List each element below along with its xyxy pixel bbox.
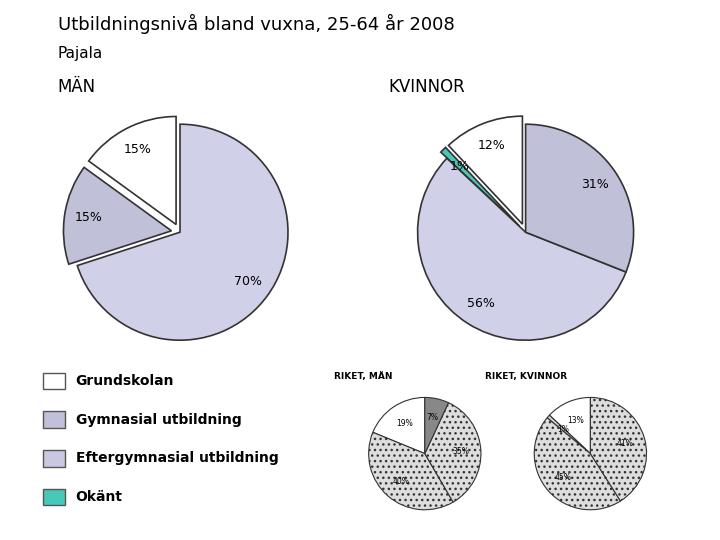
Text: 7%: 7% — [427, 414, 438, 422]
Wedge shape — [549, 397, 590, 454]
Wedge shape — [63, 167, 171, 264]
Wedge shape — [534, 418, 621, 510]
Text: 70%: 70% — [234, 275, 262, 288]
Text: 1%: 1% — [557, 425, 569, 434]
Text: Okänt: Okänt — [76, 490, 122, 504]
Text: Pajala: Pajala — [58, 46, 103, 61]
Text: 15%: 15% — [124, 143, 152, 156]
Text: 19%: 19% — [396, 419, 413, 428]
Wedge shape — [425, 403, 481, 502]
Wedge shape — [89, 117, 176, 225]
Wedge shape — [425, 397, 449, 454]
Text: 1%: 1% — [450, 160, 470, 173]
Wedge shape — [547, 415, 590, 454]
Wedge shape — [449, 116, 523, 224]
Text: 15%: 15% — [74, 211, 102, 224]
Text: RIKET, MÄN: RIKET, MÄN — [333, 372, 392, 381]
Text: 40%: 40% — [392, 477, 409, 485]
Wedge shape — [369, 433, 453, 510]
Text: MÄN: MÄN — [58, 78, 96, 96]
Text: RIKET, KVINNOR: RIKET, KVINNOR — [485, 372, 567, 381]
Wedge shape — [77, 124, 288, 340]
Wedge shape — [441, 147, 520, 226]
Text: Utbildningsnivå bland vuxna, 25-64 år 2008: Utbildningsnivå bland vuxna, 25-64 år 20… — [58, 14, 454, 33]
Text: Gymnasial utbildning: Gymnasial utbildning — [76, 413, 241, 427]
Text: Grundskolan: Grundskolan — [76, 374, 174, 388]
Text: Eftergymnasial utbildning: Eftergymnasial utbildning — [76, 451, 279, 465]
Text: 13%: 13% — [567, 416, 584, 424]
Wedge shape — [373, 397, 425, 454]
Wedge shape — [418, 158, 626, 340]
Text: 41%: 41% — [617, 439, 634, 448]
Wedge shape — [590, 397, 647, 501]
Text: KVINNOR: KVINNOR — [389, 78, 466, 96]
Text: 31%: 31% — [581, 178, 609, 191]
Text: 35%: 35% — [453, 448, 469, 456]
Text: 12%: 12% — [477, 139, 505, 152]
Text: 56%: 56% — [467, 297, 495, 310]
Text: 45%: 45% — [554, 473, 572, 482]
Wedge shape — [526, 124, 634, 272]
